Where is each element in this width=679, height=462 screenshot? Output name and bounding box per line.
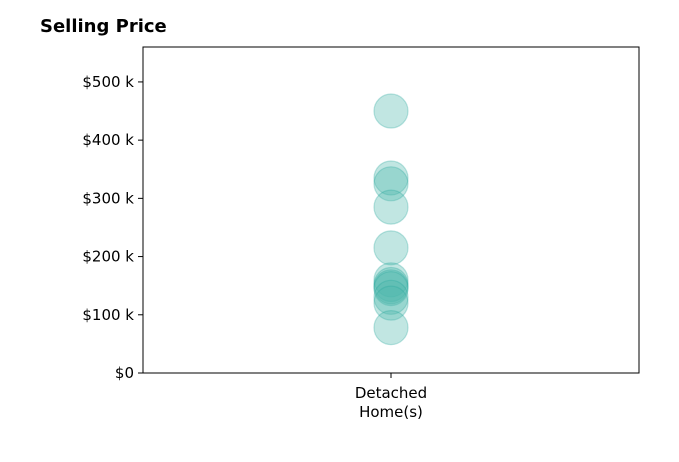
y-tick-label: $0: [115, 364, 134, 382]
data-point: [373, 266, 409, 303]
y-tick-label: $300 k: [82, 189, 134, 207]
x-category-label: Detached Home(s): [355, 384, 427, 421]
y-tick-label: $500 k: [82, 73, 134, 91]
data-point: [373, 279, 409, 315]
data-point: [373, 270, 409, 307]
data-point: [373, 189, 409, 225]
chart-title: Selling Price: [40, 16, 167, 37]
y-tick-label: $200 k: [82, 248, 134, 266]
y-tick-label: $100 k: [82, 306, 134, 324]
x-axis: Detached Home(s): [355, 373, 427, 421]
data-point: [373, 269, 409, 305]
data-point: [373, 285, 409, 321]
data-point: [373, 160, 409, 196]
data-point: [373, 93, 409, 129]
data-point: [373, 262, 409, 298]
y-axis: $0 $100 k $200 k $300 k $400 k $500 k: [82, 73, 143, 382]
data-point: [373, 166, 409, 202]
y-tick-label: $400 k: [82, 131, 134, 149]
points-layer: [373, 93, 409, 346]
data-point: [373, 230, 409, 266]
data-point: [373, 309, 409, 346]
